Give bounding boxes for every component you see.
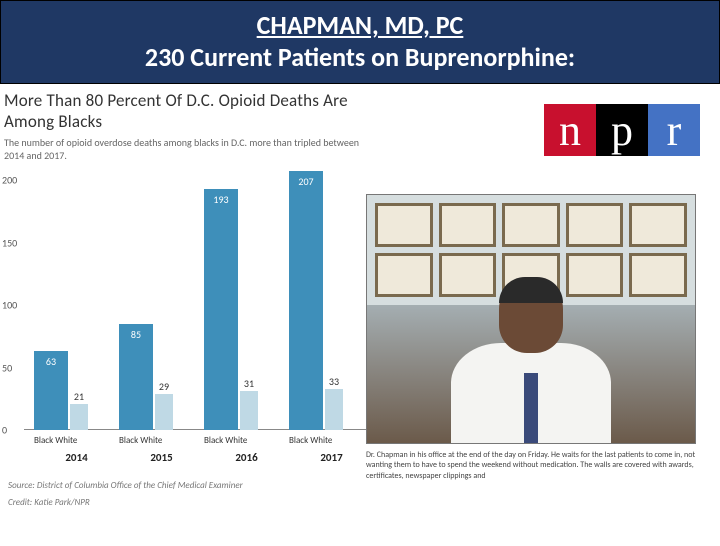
category-label: Black White xyxy=(119,435,204,446)
y-tick-label: 0 xyxy=(2,424,7,437)
frame xyxy=(439,203,497,247)
npr-letter-p: p xyxy=(596,104,648,156)
year-label: 2017 xyxy=(289,451,374,464)
bar-black: 207 xyxy=(289,171,323,430)
y-tick-label: 100 xyxy=(2,299,17,312)
frame xyxy=(629,203,687,247)
bar-value: 33 xyxy=(329,375,339,388)
photo-caption: Dr. Chapman in his office at the end of … xyxy=(366,450,696,481)
npr-letter-r: r xyxy=(648,104,700,156)
bar-group: 6321Black White2014 xyxy=(28,351,113,430)
header-title: CHAPMAN, MD, PC xyxy=(1,9,719,41)
frame xyxy=(502,203,560,247)
bar-value: 193 xyxy=(213,193,228,206)
bar-black: 193 xyxy=(204,189,238,430)
tie xyxy=(524,373,538,443)
slide-content: More Than 80 Percent Of D.C. Opioid Deat… xyxy=(0,84,720,546)
bar-white: 31 xyxy=(240,391,258,430)
year-label: 2015 xyxy=(119,451,204,464)
chart-plot-area: 0501001502006321Black White20148529Black… xyxy=(28,180,368,430)
frame xyxy=(566,203,624,247)
bar-white: 29 xyxy=(155,394,173,430)
bar-white: 21 xyxy=(70,404,88,430)
chart-subtitle: The number of opioid overdose deaths amo… xyxy=(4,136,374,162)
category-label: Black White xyxy=(289,435,374,446)
year-label: 2016 xyxy=(204,451,289,464)
person xyxy=(451,273,611,443)
hair xyxy=(499,277,563,303)
chart-credit: Credit: Katie Park/NPR xyxy=(8,497,374,508)
bar-chart: More Than 80 Percent Of D.C. Opioid Deat… xyxy=(4,90,374,508)
chart-title: More Than 80 Percent Of D.C. Opioid Deat… xyxy=(4,90,374,132)
bar-value: 207 xyxy=(298,175,313,188)
bar-group: 19331Black White2016 xyxy=(198,189,283,430)
npr-letter-n: n xyxy=(544,104,596,156)
bar-group: 20733Black White2017 xyxy=(283,171,368,430)
frame xyxy=(375,253,433,297)
bar-value: 85 xyxy=(131,328,141,341)
frame xyxy=(375,203,433,247)
bar-group: 8529Black White2015 xyxy=(113,324,198,430)
category-label: Black White xyxy=(34,435,119,446)
bar-value: 29 xyxy=(159,380,169,393)
category-label: Black White xyxy=(204,435,289,446)
head xyxy=(499,277,563,353)
npr-logo: n p r xyxy=(544,104,700,156)
bar-value: 31 xyxy=(244,377,254,390)
office-photo xyxy=(366,194,696,444)
slide-header: CHAPMAN, MD, PC 230 Current Patients on … xyxy=(0,0,720,84)
year-label: 2014 xyxy=(34,451,119,464)
y-tick-label: 200 xyxy=(2,174,17,187)
bar-black: 63 xyxy=(34,351,68,430)
bar-value: 63 xyxy=(46,355,56,368)
chart-source: Source: District of Columbia Office of t… xyxy=(8,480,374,491)
bars-row: 6321Black White20148529Black White201519… xyxy=(28,180,368,430)
y-tick-label: 150 xyxy=(2,236,17,249)
bar-value: 21 xyxy=(74,390,84,403)
y-tick-label: 50 xyxy=(2,361,12,374)
bar-white: 33 xyxy=(325,389,343,430)
frame xyxy=(629,253,687,297)
header-subtitle: 230 Current Patients on Buprenorphine: xyxy=(1,41,719,73)
bar-black: 85 xyxy=(119,324,153,430)
